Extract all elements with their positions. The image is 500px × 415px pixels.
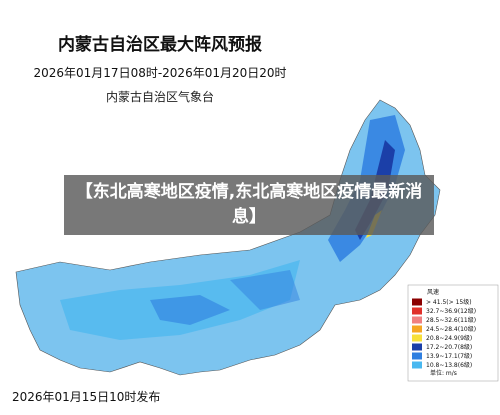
legend-swatch: [412, 325, 422, 333]
legend-label: 10.8~13.8(6级): [426, 361, 472, 369]
legend-swatch: [412, 343, 422, 351]
legend-label: > 41.5(> 15级): [426, 298, 472, 306]
legend-swatch: [412, 307, 422, 315]
legend-box: [407, 284, 499, 382]
legend-swatch: [412, 316, 422, 324]
legend-label: 24.5~28.4(10级): [426, 325, 476, 333]
legend-swatch: [412, 352, 422, 360]
legend-label: 13.9~17.1(7级): [426, 352, 472, 360]
issuer: 内蒙古自治区气象台: [106, 89, 214, 104]
region-map: [15, 99, 441, 376]
legend-label: 32.7~36.9(12级): [426, 307, 476, 315]
period: 2026年01月17日08时-2026年01月20日20时: [33, 66, 286, 80]
legend-swatch: [412, 361, 422, 369]
caption-overlay: 【东北高寒地区疫情,东北高寒地区疫情最新消息】: [64, 175, 434, 235]
legend-label: 20.8~24.9(9级): [426, 334, 472, 342]
legend-label: 28.5~32.6(11级): [426, 316, 476, 324]
title: 内蒙古自治区最大阵风预报: [58, 34, 262, 55]
footer: 2026年01月15日10时发布: [12, 389, 160, 404]
legend-title: 风速: [427, 289, 439, 296]
legend-unit: 单位: m/s: [430, 369, 457, 377]
legend-swatch: [412, 334, 422, 342]
legend-swatch: [412, 298, 422, 306]
legend-items: > 41.5(> 15级)32.7~36.9(12级)28.5~32.6(11级…: [412, 298, 476, 369]
legend-label: 17.2~20.7(8级): [426, 343, 472, 351]
